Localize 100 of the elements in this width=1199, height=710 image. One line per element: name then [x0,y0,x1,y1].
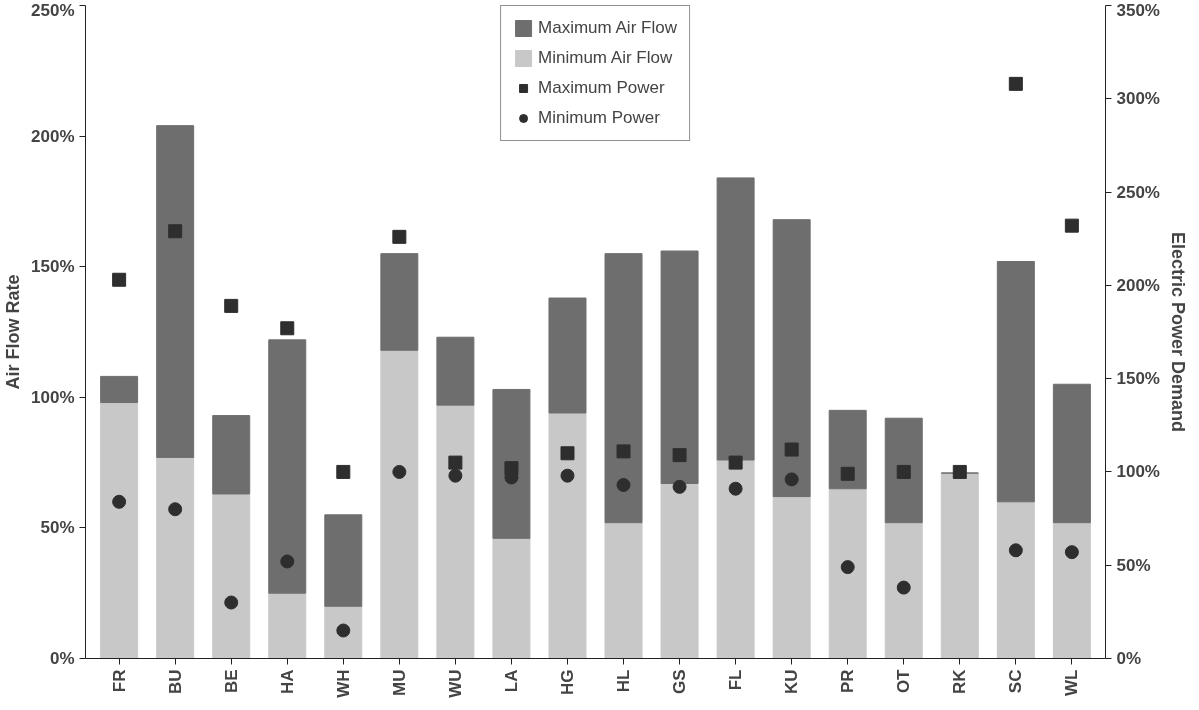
bar [1052,522,1091,659]
bar [716,459,755,659]
point [728,481,743,496]
point [1008,543,1023,558]
point [448,455,463,470]
point [168,502,183,517]
point [1064,218,1079,233]
point [672,448,687,463]
bar [940,472,979,659]
bar [660,250,699,484]
x-tick-label: LA [501,669,521,693]
y2-axis-title: Electric Power Demand [1167,231,1188,433]
y-tick-label: 0% [49,649,75,668]
bar [212,415,251,495]
y2-tick-label: 0% [1116,649,1142,668]
point [280,321,295,336]
bar [772,496,811,659]
y-tick-label: 200% [31,126,75,146]
point [728,455,743,470]
point [952,464,967,479]
point [840,560,855,575]
bar [884,417,923,524]
point [784,442,799,457]
x-tick-label: RK [950,668,970,695]
bar [1052,383,1091,524]
y2-tick-label: 300% [1116,89,1160,109]
x-tick-label: PR [838,669,858,694]
legend-label: Maximum Power [538,78,665,98]
legend-label: Minimum Air Flow [538,48,673,68]
x-tick-label: WU [445,669,465,698]
point [112,272,127,287]
bar [324,605,363,659]
x-tick-label: HG [557,669,577,695]
bar [548,297,587,414]
point [392,464,407,479]
y2-tick-label: 150% [1116,369,1160,389]
point [1064,545,1079,560]
point [896,580,911,595]
bar [156,456,195,659]
y-tick-label: 250% [31,0,75,20]
bar [436,404,475,659]
y2-tick-label: 200% [1116,275,1160,295]
point [896,464,911,479]
point [280,554,295,569]
bar [604,522,643,659]
point [448,468,463,483]
x-tick-label: GS [670,669,690,695]
point [784,472,799,487]
point [336,464,351,479]
point [560,446,575,461]
bar [156,125,195,458]
legend-label: Minimum Power [538,108,660,128]
bar [100,402,139,659]
bar [604,253,643,524]
bar [548,412,587,659]
point [616,478,631,492]
bar [772,219,811,498]
x-tick-label: HA [277,669,297,695]
y2-tick-label: 100% [1116,462,1160,482]
x-tick-label: WH [333,669,353,698]
bar [996,501,1035,659]
y-tick-label: 50% [40,518,75,538]
point [112,494,127,509]
y2-tick-label: 50% [1116,555,1151,575]
y2-tick-label: 250% [1116,182,1160,202]
legend-label: Maximum Air Flow [538,18,677,38]
point [224,595,239,610]
x-tick-label: FR [109,669,129,693]
x-tick-label: BE [221,669,241,694]
bar [380,253,419,351]
bar [884,522,923,659]
bar [268,592,307,659]
bar [996,260,1035,503]
bar [212,493,251,659]
point [672,479,687,494]
x-tick-label: WL [1062,669,1082,696]
point [616,444,631,459]
x-tick-label: BU [165,669,185,695]
bar [828,409,867,490]
y-tick-label: 100% [31,387,75,407]
x-tick-label: HL [614,669,634,693]
x-tick-label: FL [726,669,746,691]
x-tick-label: KU [782,669,802,695]
bar [268,339,307,594]
y2-tick-label: 350% [1116,0,1160,20]
bar [492,388,531,539]
point [224,298,239,313]
x-tick-label: MU [389,669,409,696]
point [560,468,575,483]
bar [716,177,755,461]
point [1008,76,1023,91]
x-tick-label: OT [894,668,914,694]
point [840,466,855,481]
y-axis-title: Air Flow Rate [3,274,24,390]
x-tick-label: SC [1006,669,1026,694]
bar [324,514,363,607]
bar [436,336,475,406]
bar [828,488,867,659]
y-tick-label: 150% [31,257,75,277]
point [392,229,407,244]
